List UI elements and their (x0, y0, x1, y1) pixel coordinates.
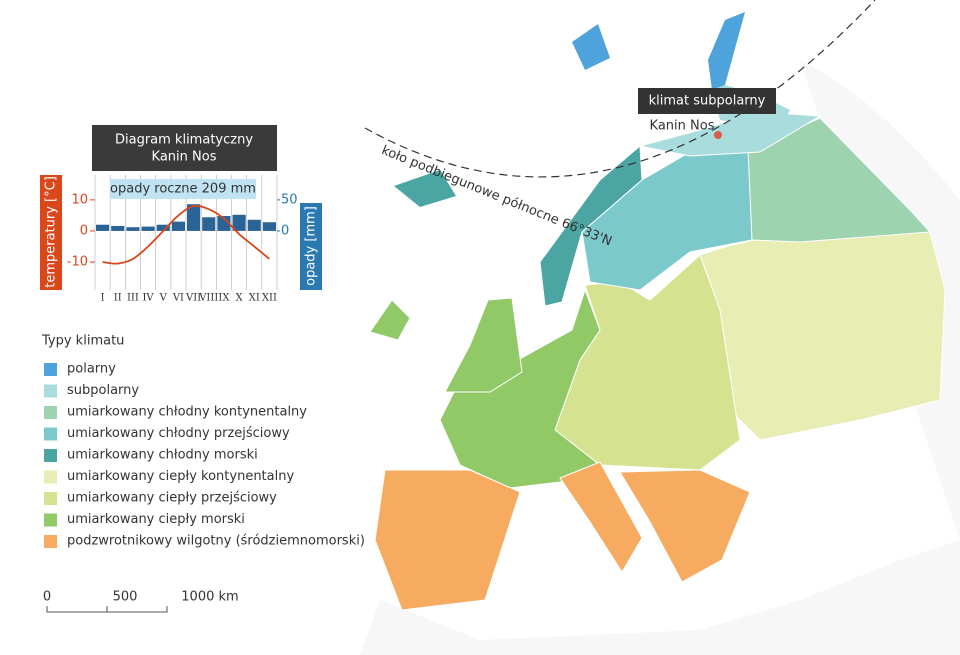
chart-title-box (92, 125, 277, 171)
x-tick-label: VI (172, 293, 184, 304)
precipitation-bar (156, 224, 170, 231)
legend-swatch (44, 406, 57, 419)
legend-label: polarny (67, 362, 116, 377)
subpolar-label: klimat subpolarny (649, 94, 766, 109)
region-italy (559, 461, 643, 573)
legend-label: subpolarny (67, 383, 139, 398)
legend: Typy klimatu polarny subpolarny umiarkowan… (41, 334, 365, 549)
scale-bar: 0 500 1000 km (43, 590, 239, 613)
x-tick-label: XI (249, 293, 260, 304)
legend-label: umiarkowany ciepły kontynentalny (67, 469, 294, 484)
legend-swatch (44, 427, 57, 441)
land-outside (360, 60, 960, 655)
precipitation-bar (262, 222, 276, 231)
y-axis-label: temperatury [°C] (44, 176, 59, 288)
region-iberia (374, 469, 521, 611)
legend-label: umiarkowany ciepły przejściowy (67, 491, 277, 506)
subpolar-box (638, 88, 776, 114)
climate-chart: Diagram klimatyczny Kanin Nos temperatur… (40, 125, 322, 304)
x-tick-label: I (101, 293, 105, 304)
chart-title: Diagram klimatyczny (115, 133, 253, 148)
x-tick-label: V (159, 293, 168, 304)
x-tick-label: VIII (198, 293, 218, 304)
legend-label: umiarkowany chłodny kontynentalny (67, 405, 307, 420)
map: koło podbiegunowe północne 66°33'N klima… (360, 0, 960, 655)
legend-swatch (44, 384, 57, 398)
arctic-circle (364, 0, 876, 178)
precipitation-bar (126, 227, 140, 231)
precipitation-bar (171, 221, 185, 231)
x-tick-label: III (127, 293, 139, 304)
temperature-line (102, 204, 270, 265)
scale-line (46, 606, 168, 613)
precipitation-bar (111, 225, 125, 231)
y2-axis-label: opady [mm] (304, 206, 319, 286)
legend-swatch (44, 513, 57, 527)
legend-swatch (44, 535, 57, 548)
legend-label: podzwrotnikowy wilgotny (śródziemnomorsk… (67, 534, 365, 549)
legend-label: umiarkowany ciepły morski (67, 512, 245, 527)
y-label-box (40, 175, 62, 290)
legend-swatch (44, 363, 57, 376)
scale-label: 500 (113, 590, 138, 605)
y2-label-box (300, 203, 322, 290)
island-iceland (394, 170, 456, 207)
legend-swatch (44, 449, 57, 462)
precipitation-bar (202, 217, 216, 231)
legend-swatch (44, 492, 57, 505)
y-tick-label: 10 (71, 192, 88, 207)
x-tick-label: VII (185, 293, 201, 304)
precipitation-bar (187, 204, 201, 231)
precipitation-bar (247, 219, 261, 231)
region-balkans (619, 469, 751, 583)
region-cold-continental (747, 117, 932, 243)
legend-label: umiarkowany chłodny przejściowy (67, 426, 290, 441)
legend-label: umiarkowany chłodny morski (67, 448, 258, 463)
y-tick-label: -10 (67, 255, 88, 270)
annotation: opady roczne 209 mm (110, 182, 256, 197)
x-tick-label: XII (262, 293, 277, 304)
island-britain (444, 297, 523, 393)
scale-label: 1000 km (181, 590, 238, 605)
annotation-box (110, 179, 256, 199)
x-tick-label: X (236, 293, 244, 304)
station-label: Kanin Nos (650, 119, 715, 134)
region-warm-transitional (554, 254, 741, 471)
station-marker (714, 131, 722, 139)
region-warm-continental (699, 228, 946, 441)
scale-label: 0 (43, 590, 51, 605)
legend-swatch (44, 470, 57, 484)
legend-title: Typy klimatu (41, 334, 124, 349)
x-tick-label: IX (218, 293, 230, 304)
y-tick-label: 0 (80, 223, 88, 238)
x-tick-label: IV (142, 293, 154, 304)
y2-tick-label: 0 (281, 223, 289, 238)
precipitation-bar (232, 214, 246, 231)
chart-subtitle: Kanin Nos (152, 150, 217, 165)
precipitation-bar (96, 224, 110, 231)
island-novaya-zemlya (708, 12, 745, 90)
island-svalbard (572, 24, 610, 70)
y2-tick-label: 50 (281, 192, 298, 207)
precipitation-bar (141, 226, 155, 231)
precipitation-bar (217, 216, 231, 231)
x-tick-label: II (114, 293, 122, 304)
island-ireland (369, 299, 411, 341)
